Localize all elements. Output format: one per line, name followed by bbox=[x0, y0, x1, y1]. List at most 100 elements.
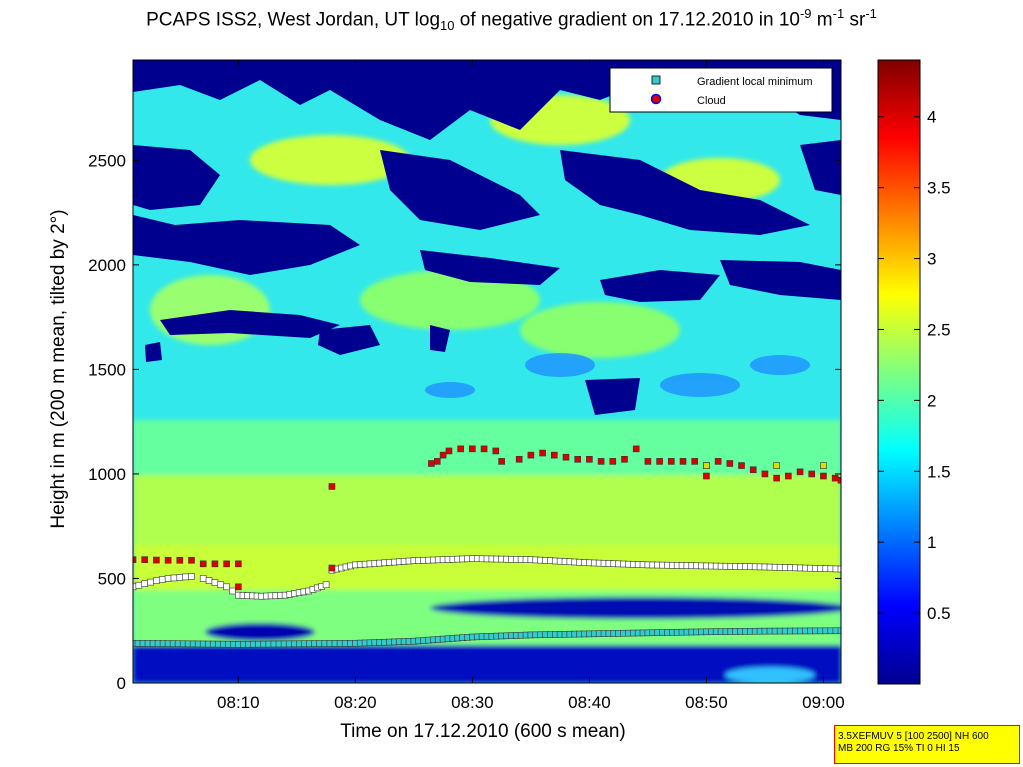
gradient-minimum-marker bbox=[135, 581, 143, 589]
heatmap-dark-region bbox=[145, 342, 162, 362]
x-tick-label: 08:30 bbox=[451, 693, 494, 712]
gradient-minimum-marker bbox=[223, 583, 230, 591]
cloud-marker bbox=[498, 458, 505, 465]
colorbar bbox=[877, 59, 921, 685]
colorbar-tick-label: 4 bbox=[927, 108, 936, 127]
cloud-marker bbox=[515, 456, 523, 463]
title-superscript-2: -1 bbox=[832, 6, 845, 21]
y-tick-label: 2500 bbox=[88, 151, 126, 170]
x-tick-label: 09:00 bbox=[802, 693, 845, 712]
cloud-marker bbox=[837, 476, 841, 484]
cloud-marker bbox=[609, 458, 617, 465]
heatmap-dark-region bbox=[585, 378, 640, 415]
cloud-marker bbox=[439, 451, 447, 459]
legend-entry-label: Gradient local minimum bbox=[697, 76, 813, 88]
heatmap-blob bbox=[250, 135, 410, 185]
chart-title: PCAPS ISS2, West Jordan, UT log10 of neg… bbox=[0, 6, 1023, 33]
cloud-marker bbox=[133, 556, 137, 563]
cloud-marker bbox=[428, 460, 435, 467]
plot-frame bbox=[132, 59, 842, 684]
cloud-marker bbox=[328, 564, 336, 572]
info-line-1: 3.5XEFMUV 5 [100 2500] NH 600 bbox=[838, 731, 989, 742]
cloud-marker bbox=[808, 470, 816, 478]
heatmap-dark-region bbox=[133, 145, 220, 210]
cloud-marker bbox=[656, 458, 663, 465]
cloud-marker bbox=[703, 462, 710, 469]
cloud-marker bbox=[223, 560, 230, 568]
heatmap-blob bbox=[205, 623, 315, 641]
cloud-marker bbox=[235, 583, 242, 591]
heatmap-blue-patch bbox=[525, 353, 595, 377]
x-tick-label: 08:40 bbox=[568, 693, 611, 712]
cloud-marker bbox=[188, 556, 195, 564]
cloud-marker bbox=[597, 458, 605, 465]
info-box: 3.5XEFMUV 5 [100 2500] NH 600 MB 200 RG … bbox=[834, 725, 1020, 764]
title-unit-2: sr bbox=[844, 9, 866, 31]
gradient-minimum-marker bbox=[217, 581, 225, 589]
heatmap-dark-region bbox=[560, 150, 810, 235]
cloud-marker bbox=[644, 458, 652, 465]
heatmap-dark-region bbox=[800, 140, 841, 195]
cloud-marker bbox=[562, 453, 570, 461]
gradient-minimum-marker bbox=[211, 579, 219, 586]
heatmap-dark-region bbox=[420, 250, 560, 285]
heatmap-dark-region bbox=[430, 325, 450, 352]
cloud-marker bbox=[328, 483, 336, 490]
gradient-minimum-marker bbox=[199, 575, 207, 582]
gradient-minimum-marker bbox=[182, 573, 189, 581]
heatmap-blob bbox=[150, 275, 270, 345]
cloud-marker bbox=[726, 460, 734, 467]
cloud-marker bbox=[773, 474, 780, 482]
y-tick-label: 1000 bbox=[88, 465, 126, 484]
cloud-marker bbox=[164, 556, 172, 564]
cloud-marker bbox=[199, 560, 207, 568]
cloud-marker bbox=[679, 458, 687, 465]
heatmap-blob bbox=[360, 270, 540, 330]
colorbar-ticks: 0.5 1 1.5 2 2.5 3 3.5 4 bbox=[878, 108, 951, 623]
gradient-minimum-marker bbox=[229, 587, 236, 595]
legend-marker-square bbox=[651, 75, 661, 85]
colorbar-tick-label: 1 bbox=[927, 533, 936, 552]
cloud-marker bbox=[469, 445, 476, 453]
colorbar-tick-label: 0.5 bbox=[927, 604, 951, 623]
colorbar-tick-label: 2 bbox=[927, 391, 936, 410]
cloud-marker bbox=[445, 447, 453, 455]
cloud-marker bbox=[433, 458, 441, 465]
heatmap-band bbox=[133, 470, 841, 545]
heatmap-dark-region bbox=[600, 270, 720, 302]
gradient-minimum-marker bbox=[176, 574, 184, 581]
y-axis: 0 500 1000 1500 2000 2500 bbox=[88, 151, 841, 693]
y-tick-label: 0 bbox=[117, 674, 126, 693]
title-subscript: 10 bbox=[440, 18, 455, 34]
colorbar-tick-label: 3 bbox=[927, 250, 936, 269]
cloud-marker bbox=[761, 470, 769, 478]
cloud-marker bbox=[820, 472, 827, 480]
heatmap-dark-region bbox=[380, 150, 540, 230]
gradient-minimum-marker bbox=[837, 627, 841, 635]
gradient-minimum-marker bbox=[147, 578, 154, 586]
title-text: PCAPS ISS2, West Jordan, UT log bbox=[146, 9, 441, 31]
heatmap-dark-region bbox=[160, 310, 340, 338]
cloud-marker bbox=[749, 466, 757, 474]
title-text-2: of negative gradient on 17.12.2010 in 10 bbox=[454, 9, 800, 31]
heatmap-dark-region bbox=[318, 325, 380, 355]
cloud-marker bbox=[738, 462, 745, 469]
gradient-minimum-marker bbox=[188, 573, 195, 580]
cloud-marker bbox=[785, 472, 792, 480]
cloud-marker bbox=[141, 556, 149, 563]
title-superscript-3: -1 bbox=[865, 6, 877, 21]
x-tick-label: 08:20 bbox=[334, 693, 377, 712]
cloud-marker bbox=[632, 445, 640, 453]
legend: Gradient local minimum Cloud bbox=[609, 67, 833, 113]
legend-box bbox=[609, 67, 833, 113]
cloud-marker bbox=[703, 472, 710, 480]
gradient-minimum-marker bbox=[153, 577, 160, 584]
legend-marker-circle bbox=[650, 93, 662, 105]
heatmap-blob bbox=[520, 302, 680, 358]
cloud-marker bbox=[550, 451, 558, 459]
cloud-marker bbox=[492, 447, 500, 455]
heatmap-blob bbox=[725, 667, 815, 683]
gradient-minimum-marker bbox=[205, 577, 213, 584]
heatmap-blob bbox=[430, 597, 841, 619]
